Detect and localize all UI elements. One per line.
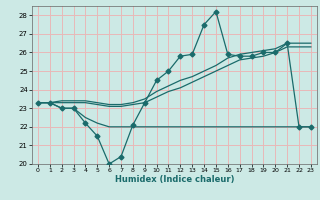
X-axis label: Humidex (Indice chaleur): Humidex (Indice chaleur) [115, 175, 234, 184]
